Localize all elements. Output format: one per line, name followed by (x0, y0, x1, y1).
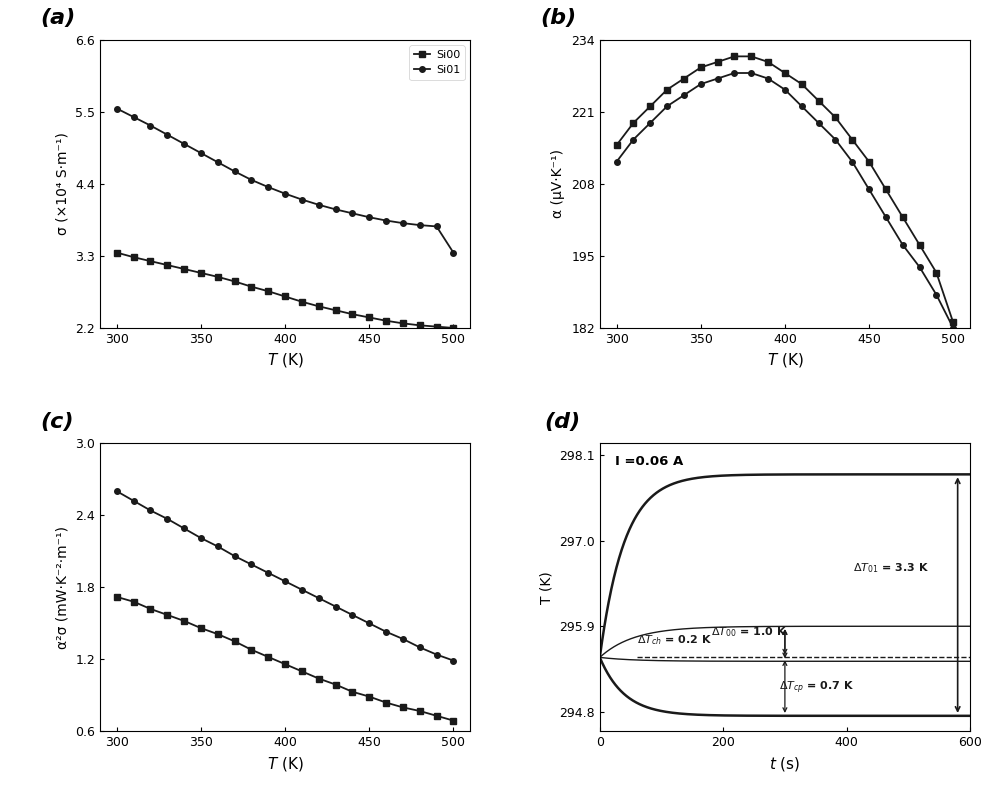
Si00 (346, 309, 358, 319)
Si01 (313, 200, 325, 210)
Si00 (330, 305, 342, 315)
Si01 (178, 139, 190, 149)
Text: (c): (c) (41, 412, 74, 432)
Si01 (330, 204, 342, 214)
Si01 (296, 195, 308, 204)
Line: Si01: Si01 (114, 106, 456, 255)
Si00 (161, 260, 173, 270)
X-axis label: $T$ (K): $T$ (K) (767, 351, 803, 370)
Si01 (363, 212, 375, 222)
Si01 (195, 149, 207, 158)
Si01 (245, 175, 257, 184)
Si01 (128, 112, 140, 122)
Text: (a): (a) (41, 8, 76, 28)
X-axis label: $T$ (K): $T$ (K) (267, 754, 303, 773)
Si01 (144, 121, 156, 130)
Si00 (363, 312, 375, 322)
Si01 (229, 167, 241, 176)
Si01 (380, 215, 392, 225)
Si00 (414, 320, 426, 330)
Si00 (195, 268, 207, 277)
Text: $\Delta T_{00}$ = 1.0 K: $\Delta T_{00}$ = 1.0 K (711, 625, 787, 639)
Text: $\Delta T_{01}$ = 3.3 K: $\Delta T_{01}$ = 3.3 K (853, 561, 929, 575)
Si00 (212, 272, 224, 281)
Si00 (128, 253, 140, 262)
Si01 (346, 208, 358, 218)
Si00 (144, 256, 156, 266)
Si00 (279, 292, 291, 301)
Si01 (212, 157, 224, 167)
Si00 (447, 324, 459, 333)
Text: I =0.06 A: I =0.06 A (615, 455, 683, 467)
Text: $\Delta T_{ch}$ = 0.2 K: $\Delta T_{ch}$ = 0.2 K (637, 634, 712, 647)
Si01 (111, 104, 123, 114)
Text: $\Delta T_{cp}$ = 0.7 K: $\Delta T_{cp}$ = 0.7 K (779, 679, 854, 696)
Si00 (245, 282, 257, 292)
Y-axis label: α (μV·K⁻¹): α (μV·K⁻¹) (551, 149, 565, 219)
Si00 (431, 322, 443, 332)
Si01 (397, 219, 409, 228)
Text: (d): (d) (544, 412, 580, 432)
Si01 (279, 189, 291, 199)
Si00 (178, 264, 190, 273)
Si01 (262, 182, 274, 192)
Si00 (229, 277, 241, 286)
Line: Si00: Si00 (114, 250, 456, 331)
Si01 (431, 222, 443, 231)
Text: (b): (b) (541, 8, 577, 28)
X-axis label: $t$ (s): $t$ (s) (769, 754, 801, 773)
Si00 (296, 297, 308, 307)
Si00 (380, 316, 392, 325)
X-axis label: $T$ (K): $T$ (K) (267, 351, 303, 370)
Si00 (397, 319, 409, 328)
Si00 (111, 248, 123, 258)
Si01 (161, 130, 173, 139)
Legend: Si00, Si01: Si00, Si01 (409, 45, 465, 80)
Y-axis label: T (K): T (K) (540, 571, 554, 603)
Si00 (313, 301, 325, 311)
Si00 (262, 286, 274, 296)
Y-axis label: α²σ (mW·K⁻²·m⁻¹): α²σ (mW·K⁻²·m⁻¹) (56, 525, 70, 649)
Si01 (447, 248, 459, 258)
Si01 (414, 220, 426, 230)
Y-axis label: σ (×10⁴ S·m⁻¹): σ (×10⁴ S·m⁻¹) (56, 133, 70, 235)
